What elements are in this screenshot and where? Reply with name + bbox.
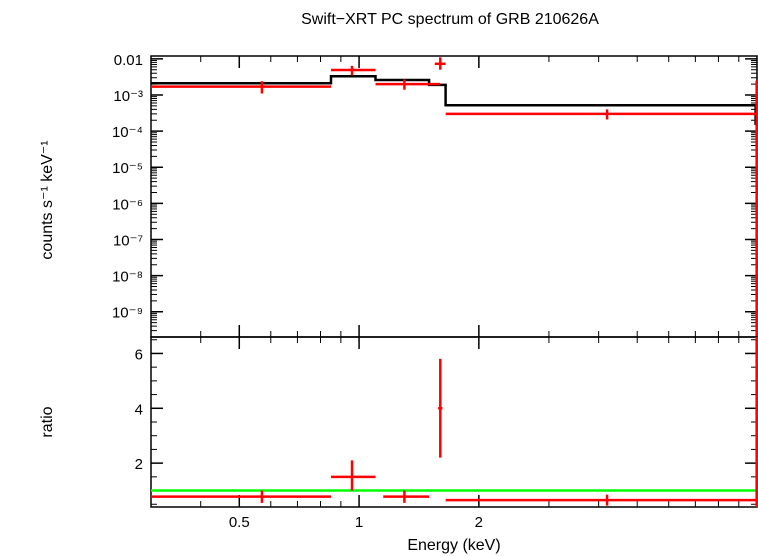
- bottom-y-tick-label: 6: [135, 346, 143, 363]
- top-y-tick-label: 0.01: [114, 52, 143, 69]
- top-y-tick-label: 10⁻⁷: [113, 232, 143, 249]
- data-point: [375, 79, 441, 90]
- x-tick-label: 0.5: [229, 514, 250, 531]
- bottom-panel: 2 4 6 ratio: [39, 336, 758, 508]
- chart-title: Swift−XRT PC spectrum of GRB 210626A: [301, 11, 599, 28]
- x-axis: 0.5 1 2: [229, 514, 483, 531]
- x-axis-label: Energy (keV): [407, 537, 500, 554]
- data-point: [151, 81, 331, 94]
- spectrum-data-points: [151, 57, 758, 337]
- model-curve: [151, 75, 757, 125]
- data-point: [330, 460, 376, 491]
- bottom-y-axis-label: ratio: [39, 406, 56, 437]
- ratio-data-points: [151, 337, 758, 507]
- bottom-panel-frame: [150, 336, 758, 508]
- data-point: [755, 337, 758, 507]
- top-panel-ticks: 0.01 10⁻³ 10⁻⁴ 10⁻⁵ 10⁻⁶ 10⁻⁷ 10⁻⁸ 10⁻⁹: [112, 52, 757, 338]
- data-point: [151, 490, 331, 503]
- x-tick-label: 2: [475, 514, 483, 531]
- data-point: [438, 358, 443, 458]
- top-panel-frame: [150, 55, 758, 338]
- data-point: [434, 57, 446, 70]
- data-point: [445, 494, 757, 506]
- bottom-panel-ticks: 2 4 6: [135, 337, 757, 507]
- x-tick-label: 1: [355, 514, 363, 531]
- data-point: [330, 65, 376, 76]
- data-point: [383, 490, 430, 503]
- top-y-tick-label: 10⁻⁵: [112, 160, 143, 177]
- bottom-y-tick-label: 2: [135, 456, 143, 473]
- top-y-tick-label: 10⁻⁴: [112, 124, 143, 141]
- top-y-tick-label: 10⁻⁹: [112, 305, 143, 322]
- top-y-tick-label: 10⁻³: [113, 88, 143, 105]
- bottom-y-tick-label: 4: [135, 401, 143, 418]
- top-y-tick-label: 10⁻⁸: [112, 269, 143, 286]
- top-panel: 0.01 10⁻³ 10⁻⁴ 10⁻⁵ 10⁻⁶ 10⁻⁷ 10⁻⁸ 10⁻⁹ counts …: [39, 52, 758, 338]
- data-point: [755, 80, 758, 337]
- top-y-axis-label: counts s⁻¹ keV⁻¹: [39, 140, 56, 259]
- data-point: [445, 109, 757, 120]
- model-step-line: [151, 75, 757, 125]
- top-y-tick-label: 10⁻⁶: [112, 196, 143, 213]
